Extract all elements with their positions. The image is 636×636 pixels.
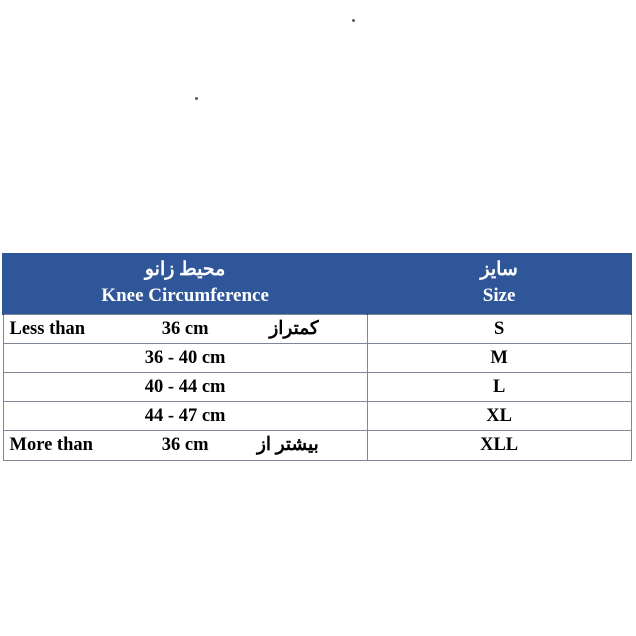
circumference-cell: 44 - 47 cm: [3, 402, 367, 431]
table-header-row: محیط زانو Knee Circumference سایز Size: [3, 253, 631, 315]
size-cell: L: [367, 373, 631, 402]
header-knee-fa: محیط زانو: [4, 257, 366, 283]
header-size-fa: سایز: [368, 257, 630, 283]
table-row: More than 36 cm بیشتر از XLL: [3, 431, 631, 460]
size-cell: XLL: [367, 431, 631, 460]
circumference-cell: 36 - 40 cm: [3, 344, 367, 373]
circumference-cell: More than 36 cm بیشتر از: [3, 431, 367, 460]
size-cell: S: [367, 315, 631, 344]
artifact-dot: [352, 19, 355, 22]
measure-center: 44 - 47 cm: [145, 406, 226, 426]
size-cell: XL: [367, 402, 631, 431]
size-chart-table-container: محیط زانو Knee Circumference سایز Size L…: [2, 253, 632, 461]
size-chart-table: محیط زانو Knee Circumference سایز Size L…: [2, 253, 632, 461]
suffix-fa: کمتراز: [269, 317, 318, 341]
suffix-fa: بیشتر از: [257, 433, 319, 457]
table-row: 44 - 47 cm XL: [3, 402, 631, 431]
measure-center: 36 cm: [162, 319, 209, 339]
circumference-cell: 40 - 44 cm: [3, 373, 367, 402]
header-knee-circumference: محیط زانو Knee Circumference: [3, 253, 367, 315]
table-row: Less than 36 cm کمتراز S: [3, 315, 631, 344]
measure-center: 36 - 40 cm: [145, 348, 226, 368]
header-size-en: Size: [368, 283, 630, 309]
measure-center: 40 - 44 cm: [145, 377, 226, 397]
measure-center: 36 cm: [162, 435, 209, 455]
prefix-en: More than: [10, 433, 93, 457]
size-cell: M: [367, 344, 631, 373]
table-row: 40 - 44 cm L: [3, 373, 631, 402]
table-row: 36 - 40 cm M: [3, 344, 631, 373]
header-knee-en: Knee Circumference: [4, 283, 366, 309]
table-body: Less than 36 cm کمتراز S 36 - 40 cm M 40…: [3, 315, 631, 460]
artifact-dot: [195, 97, 198, 100]
prefix-en: Less than: [10, 317, 86, 341]
circumference-cell: Less than 36 cm کمتراز: [3, 315, 367, 344]
header-size: سایز Size: [367, 253, 631, 315]
